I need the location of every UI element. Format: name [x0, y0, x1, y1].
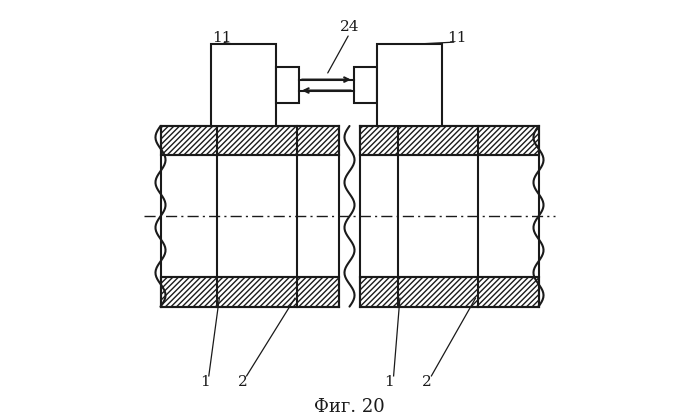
Bar	[161, 126, 339, 155]
Text: Фиг. 20: Фиг. 20	[314, 398, 385, 415]
Bar	[276, 67, 299, 103]
Bar	[354, 67, 377, 103]
Bar	[360, 126, 538, 155]
Text: 2: 2	[422, 375, 432, 389]
Bar	[360, 155, 538, 277]
Text: 2: 2	[238, 375, 247, 389]
Text: 1: 1	[384, 375, 394, 389]
Text: 11: 11	[447, 31, 466, 45]
Bar	[360, 277, 538, 307]
Bar	[161, 277, 339, 307]
Bar	[161, 155, 339, 277]
Text: 11: 11	[212, 31, 231, 45]
Text: 1: 1	[200, 375, 210, 389]
Bar	[211, 44, 276, 126]
Bar	[377, 44, 442, 126]
Text: 24: 24	[340, 20, 359, 34]
